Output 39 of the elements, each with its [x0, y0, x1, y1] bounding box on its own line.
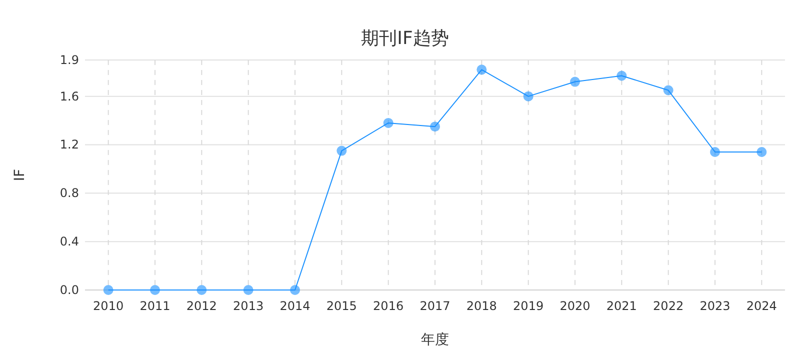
point	[336, 146, 347, 156]
point	[710, 147, 720, 157]
point	[150, 285, 160, 295]
point	[663, 85, 674, 96]
y-axis-title: IF	[12, 168, 28, 182]
x-tick-label: 2015	[326, 299, 357, 313]
chart-title: 期刊IF趋势	[361, 28, 449, 49]
point	[103, 285, 114, 295]
x-tick-label: 2017	[420, 299, 450, 313]
x-tick-label: 2024	[746, 299, 777, 313]
x-tick-label: 2011	[140, 299, 170, 313]
point	[290, 285, 300, 295]
x-tick-label: 2020	[560, 299, 590, 313]
x-tick-label: 2012	[186, 299, 217, 313]
point	[243, 285, 254, 295]
y-tick-label: 0.0	[60, 283, 79, 297]
point	[383, 118, 394, 128]
y-tick-label: 0.8	[60, 186, 79, 200]
y-tick-label: 1.2	[60, 138, 79, 152]
point	[570, 76, 580, 87]
x-axis-title: 年度	[421, 332, 449, 348]
point	[476, 64, 487, 75]
x-tick-label: 2014	[280, 299, 310, 313]
x-tick-label: 2019	[513, 299, 544, 313]
x-tick-label: 2021	[606, 299, 637, 313]
point	[430, 122, 440, 132]
point	[616, 70, 627, 81]
x-tick-label: 2022	[653, 299, 684, 313]
y-tick-label: 1.6	[60, 89, 79, 104]
y-tick-label: 0.4	[60, 234, 79, 249]
y-tick-label: 1.9	[60, 53, 79, 67]
x-tick-label: 2018	[466, 299, 497, 313]
x-tick-label: 2010	[93, 299, 124, 313]
point	[756, 147, 767, 157]
point	[196, 285, 207, 295]
point	[523, 91, 534, 102]
x-tick-label: 2013	[233, 299, 264, 313]
x-tick-label: 2023	[700, 299, 730, 313]
x-tick-label: 2016	[373, 299, 404, 313]
